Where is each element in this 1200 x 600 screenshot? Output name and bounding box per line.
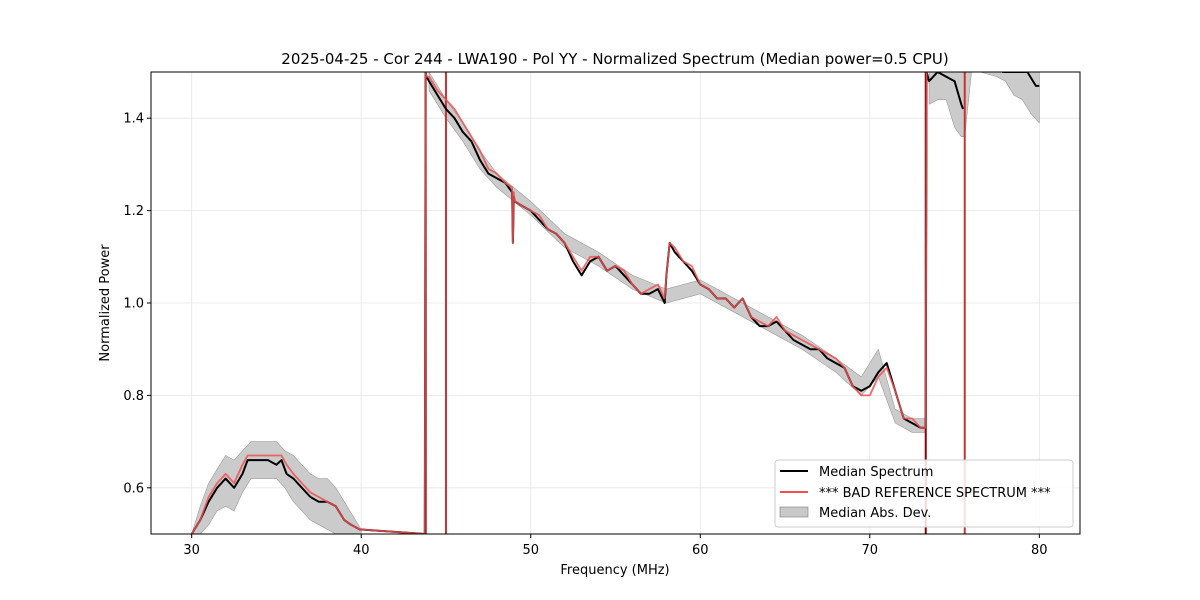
x-tick-label: 70	[862, 543, 879, 558]
y-axis-label: Normalized Power	[98, 244, 113, 362]
y-tick-label: 0.6	[123, 481, 144, 496]
legend-box	[774, 459, 1074, 528]
legend-mad-label: Median Abs. Dev.	[819, 506, 931, 521]
x-tick-label: 80	[1031, 543, 1048, 558]
y-tick-label: 0.8	[123, 389, 144, 404]
x-tick-label: 50	[522, 543, 539, 558]
y-tick-label: 1.2	[123, 204, 144, 219]
legend-mad-swatch	[779, 506, 809, 518]
x-tick-label: 30	[183, 543, 200, 558]
legend-bad-reference-label: *** BAD REFERENCE SPECTRUM ***	[819, 486, 1051, 501]
legend: Median Spectrum *** BAD REFERENCE SPECTR…	[774, 459, 1074, 528]
bad-reference-line	[190, 72, 928, 534]
y-tick-label: 1.4	[123, 112, 144, 127]
median-spectrum-line	[1002, 72, 1040, 87]
series-lines	[190, 72, 1040, 534]
legend-median-label: Median Spectrum	[819, 465, 933, 480]
x-tick-label: 40	[353, 543, 370, 558]
x-tick-label: 60	[692, 543, 709, 558]
y-axis-ticks: 0.6 0.8 1.0 1.2 1.4	[123, 112, 151, 496]
x-axis-label: Frequency (MHz)	[560, 563, 669, 578]
x-axis-ticks: 30 40 50 60 70 80	[183, 534, 1048, 558]
mad-band	[191, 441, 362, 534]
mad-band	[928, 72, 1040, 137]
y-tick-label: 1.0	[123, 297, 144, 312]
chart-title: 2025-04-25 - Cor 244 - LWA190 - Pol YY -…	[281, 50, 948, 68]
